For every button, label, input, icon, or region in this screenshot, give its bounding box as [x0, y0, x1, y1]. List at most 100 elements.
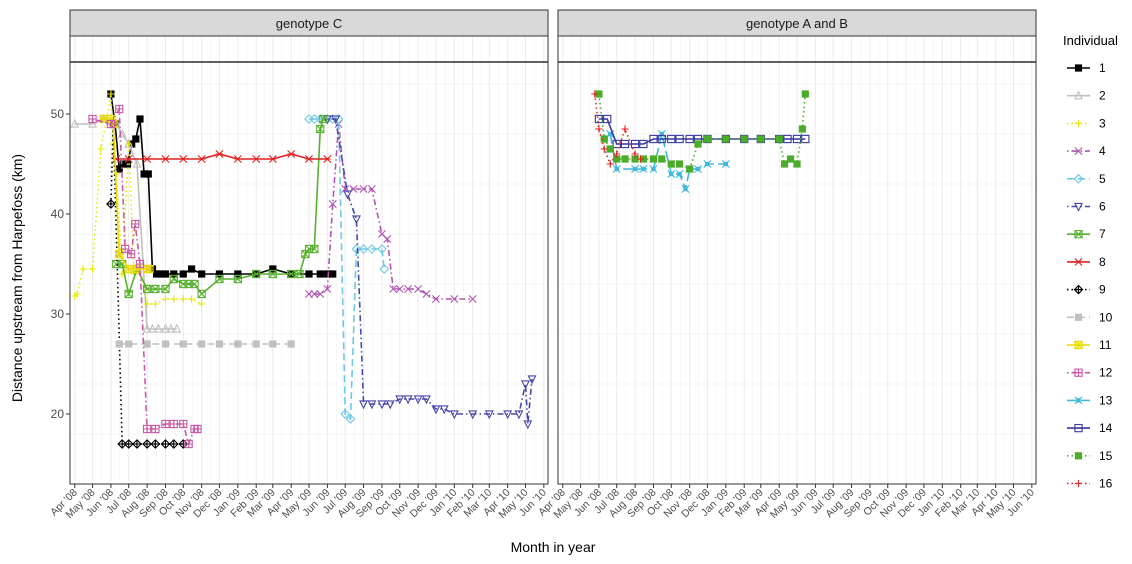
marker-square-x	[608, 131, 613, 137]
series-11	[99, 114, 154, 274]
marker-triangle-down	[484, 410, 494, 420]
marker-square-open	[310, 244, 319, 254]
marker-square-open	[1074, 423, 1083, 433]
marker-square-plus	[127, 250, 135, 258]
series-15	[595, 90, 809, 173]
marker-x	[404, 285, 413, 293]
marker-square-cross	[190, 280, 199, 288]
legend-item-11: 11	[1067, 338, 1112, 352]
marker-diamond	[366, 244, 377, 254]
marker-triangle-down	[514, 410, 524, 420]
marker-square	[140, 170, 148, 178]
marker-triangle	[172, 323, 182, 333]
legend-item-6: 6	[1067, 200, 1106, 214]
marker-square	[1074, 452, 1083, 460]
marker-star-square	[106, 115, 115, 123]
marker-asterisk	[143, 155, 152, 163]
marker-square	[694, 140, 702, 148]
marker-triangle-down	[351, 215, 361, 225]
marker-diamond	[142, 439, 152, 449]
marker-triangle	[132, 158, 142, 168]
marker-diamond-cross	[107, 200, 115, 208]
marker-star-square	[99, 115, 108, 123]
legend-item-4: 4	[1067, 144, 1106, 158]
marker-plus	[1074, 119, 1083, 127]
marker-plus	[97, 145, 105, 153]
marker-square	[252, 340, 260, 348]
marker-diamond	[351, 244, 362, 254]
marker-square	[161, 340, 170, 348]
marker-square-cross	[151, 285, 160, 293]
legend-label: 10	[1099, 310, 1113, 324]
legend-label: 3	[1099, 116, 1106, 130]
legend-label: 15	[1099, 449, 1113, 463]
marker-triangle-down	[1074, 202, 1083, 212]
legend-label: 12	[1099, 366, 1113, 380]
marker-triangle-down	[413, 395, 423, 405]
marker-square-open	[215, 274, 224, 284]
marker-triangle-down	[367, 400, 377, 410]
marker-square	[161, 270, 170, 278]
marker-triangle-down	[439, 405, 449, 415]
marker-square-cross	[316, 125, 325, 133]
marker-square-open	[295, 269, 304, 279]
marker-triangle-down	[343, 190, 353, 200]
marker-square-cross	[301, 250, 310, 258]
marker-square-x	[1076, 398, 1081, 403]
marker-square	[786, 155, 795, 163]
legend-item-13: 13	[1067, 393, 1113, 407]
marker-plus	[79, 265, 87, 273]
marker-plus	[621, 125, 629, 133]
series-1	[107, 90, 337, 278]
marker-square-cross	[215, 275, 224, 283]
marker-triangle	[1074, 90, 1083, 100]
marker-asterisk	[215, 150, 224, 158]
marker-square-x	[695, 166, 701, 172]
marker-triangle-down	[359, 400, 369, 410]
marker-triangle	[153, 323, 163, 333]
marker-square-open	[179, 279, 188, 289]
legend-label: 11	[1099, 338, 1112, 352]
marker-square-open	[112, 259, 121, 269]
marker-square	[170, 270, 178, 278]
marker-square-open	[142, 284, 152, 294]
marker-triangle	[147, 323, 157, 333]
legend-label: 8	[1099, 255, 1106, 269]
marker-diamond	[178, 439, 189, 449]
marker-square-open	[161, 284, 170, 294]
marker-x	[328, 200, 337, 208]
marker-diamond	[117, 439, 128, 449]
marker-square	[757, 135, 765, 143]
marker-diamond	[150, 439, 161, 449]
marker-x	[468, 295, 477, 303]
marker-square-cross	[295, 270, 304, 278]
y-tick-label: 30	[51, 307, 65, 321]
marker-diamond-cross	[133, 440, 141, 448]
marker-diamond	[132, 439, 142, 449]
marker-square	[198, 270, 206, 278]
legend-label: 2	[1099, 89, 1106, 103]
legend-item-9: 9	[1067, 283, 1106, 297]
series-8	[112, 150, 332, 163]
marker-diamond	[333, 114, 344, 124]
grid	[70, 36, 548, 485]
marker-x	[323, 285, 332, 293]
marker-asterisk	[268, 155, 277, 163]
marker-plus	[151, 300, 159, 308]
legend-item-8: 8	[1067, 255, 1106, 269]
marker-square-plus	[136, 260, 144, 268]
series-5	[304, 114, 390, 424]
marker-plus	[636, 155, 645, 163]
marker-diamond-cross	[151, 440, 159, 448]
marker-star-square	[124, 265, 133, 273]
panel-strip-label: genotype C	[276, 16, 343, 31]
marker-square	[606, 145, 614, 153]
marker-triangle-down	[527, 375, 537, 385]
marker-diamond	[1073, 173, 1084, 184]
marker-square-open	[319, 114, 328, 124]
marker-square	[740, 135, 748, 143]
x-axis-title: Month in year	[511, 539, 596, 555]
marker-diamond	[160, 439, 171, 449]
marker-square	[323, 270, 331, 278]
